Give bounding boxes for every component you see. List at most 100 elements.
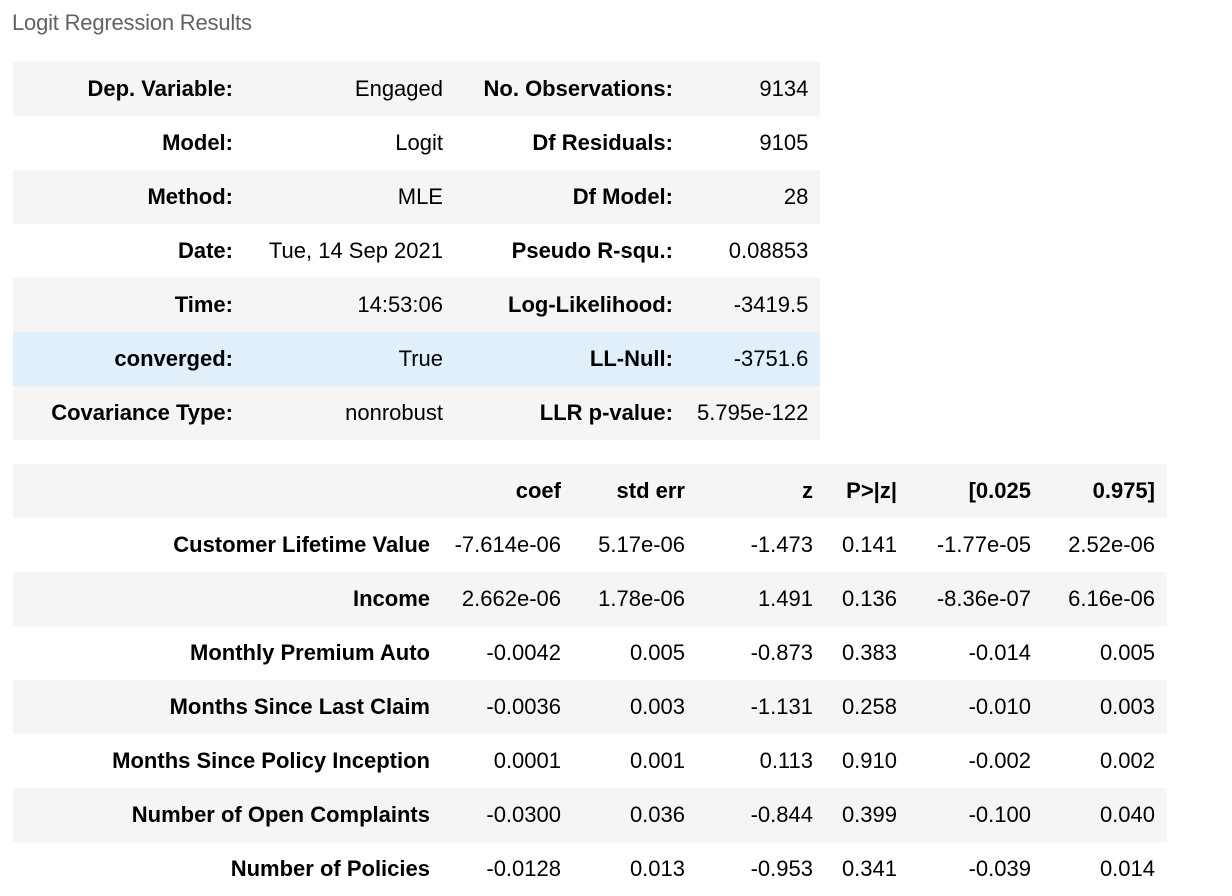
column-header: coef	[515, 478, 561, 503]
table-cell: -0.010	[968, 694, 1031, 719]
table-row-highlighted: converged: True LL-Null: -3751.6	[13, 332, 821, 386]
column-header: P>|z|	[846, 478, 897, 503]
summary-label: Df Model:	[572, 184, 673, 209]
table-cell: 0.005	[629, 640, 685, 665]
summary-label: Dep. Variable:	[87, 76, 233, 101]
summary-label: Pseudo R-squ.:	[511, 238, 673, 263]
table-cell: 0.003	[1099, 694, 1155, 719]
table-cell: 0.014	[1099, 856, 1155, 881]
table-cell: -0.0036	[486, 694, 561, 719]
table-cell: 0.910	[841, 748, 897, 773]
summary-value: 28	[783, 184, 809, 209]
table-cell: 0.036	[629, 802, 685, 827]
table-row: Method: MLE Df Model: 28	[13, 170, 821, 224]
table-cell: -1.473	[750, 532, 813, 557]
row-label: Months Since Policy Inception	[112, 748, 430, 773]
row-label: Monthly Premium Auto	[190, 640, 430, 665]
summary-label: Covariance Type:	[51, 400, 233, 425]
table-cell: -7.614e-06	[454, 532, 561, 557]
coefficient-table: coef std err z P>|z| [0.025 0.975] Custo…	[13, 464, 1167, 896]
table-cell: -0.953	[750, 856, 813, 881]
summary-label: Log-Likelihood:	[508, 292, 673, 317]
table-cell: 1.491	[757, 586, 813, 611]
summary-label: converged:	[114, 346, 233, 371]
column-header: std err	[616, 478, 685, 503]
table-row: Customer Lifetime Value -7.614e-06 5.17e…	[13, 518, 1167, 572]
table-cell: -1.77e-05	[936, 532, 1031, 557]
table-cell: 0.258	[841, 694, 897, 719]
summary-label: LL-Null:	[589, 346, 673, 371]
summary-label: Date:	[177, 238, 233, 263]
summary-value: 0.08853	[728, 238, 809, 263]
summary-value: Tue, 14 Sep 2021	[268, 238, 443, 263]
table-row: Months Since Policy Inception 0.0001 0.0…	[13, 734, 1167, 788]
column-header: z	[802, 478, 813, 503]
table-cell: 1.78e-06	[598, 586, 685, 611]
row-label: Income	[352, 586, 430, 611]
summary-label: Method:	[147, 184, 233, 209]
table-cell: 0.040	[1099, 802, 1155, 827]
table-row: Model: Logit Df Residuals: 9105	[13, 116, 820, 170]
column-header: [0.025	[968, 478, 1031, 503]
table-cell: 0.399	[841, 802, 897, 827]
table-cell: 0.136	[841, 586, 897, 611]
table-row: Months Since Last Claim -0.0036 0.003 -1…	[13, 680, 1167, 734]
table-cell: 0.001	[629, 748, 685, 773]
table-row: Number of Policies -0.0128 0.013 -0.953 …	[13, 842, 1167, 896]
table-cell: 0.113	[759, 748, 813, 773]
summary-value: Logit	[395, 130, 443, 155]
summary-value: 5.795e-122	[697, 400, 809, 425]
summary-label: LLR p-value:	[539, 400, 673, 425]
table-cell: 2.662e-06	[461, 586, 561, 611]
table-row: Time: 14:53:06 Log-Likelihood: -3419.5	[13, 278, 821, 332]
table-cell: 0.005	[1099, 640, 1155, 665]
summary-value: -3419.5	[733, 292, 809, 317]
summary-label: Model:	[162, 130, 233, 155]
model-summary-table: Dep. Variable: Engaged No. Observations:…	[13, 62, 821, 440]
table-cell: -8.36e-07	[936, 586, 1031, 611]
table-cell: -1.131	[750, 694, 813, 719]
table-row: Date: Tue, 14 Sep 2021 Pseudo R-squ.: 0.…	[13, 224, 820, 278]
column-header: 0.975]	[1092, 478, 1155, 503]
summary-value: -3751.6	[733, 346, 809, 371]
table-cell: -0.0042	[486, 640, 561, 665]
summary-value: Engaged	[354, 76, 443, 101]
summary-label: Time:	[174, 292, 233, 317]
summary-value: 9105	[759, 130, 809, 155]
table-cell: -0.014	[968, 640, 1031, 665]
table-cell: -0.0300	[486, 802, 561, 827]
table-cell: -0.100	[968, 802, 1031, 827]
table-cell: -0.844	[750, 802, 813, 827]
table-caption: Logit Regression Results	[12, 10, 252, 35]
table-cell: 0.013	[629, 856, 685, 881]
table-header-row: coef std err z P>|z| [0.025 0.975]	[13, 464, 1167, 518]
summary-value: 9134	[759, 76, 809, 101]
table-row: Number of Open Complaints -0.0300 0.036 …	[13, 788, 1167, 842]
summary-value: 14:53:06	[357, 292, 443, 317]
summary-value: True	[398, 346, 443, 371]
table-cell: 5.17e-06	[598, 532, 685, 557]
table-row: Dep. Variable: Engaged No. Observations:…	[13, 62, 821, 116]
table-cell: 0.0001	[493, 748, 561, 773]
table-cell: 2.52e-06	[1068, 532, 1155, 557]
row-label: Months Since Last Claim	[169, 694, 430, 719]
row-label: Number of Open Complaints	[131, 802, 430, 827]
table-cell: 0.141	[841, 532, 897, 557]
summary-label: Df Residuals:	[532, 130, 673, 155]
summary-value: nonrobust	[345, 400, 443, 425]
summary-value: MLE	[397, 184, 443, 209]
table-cell: 0.003	[629, 694, 685, 719]
table-cell: 0.341	[841, 856, 897, 881]
table-cell: 0.002	[1099, 748, 1155, 773]
row-label: Number of Policies	[230, 856, 430, 881]
summary-label: No. Observations:	[483, 76, 673, 101]
table-cell: -0.002	[968, 748, 1031, 773]
column-header	[13, 464, 442, 518]
table-cell: 0.383	[841, 640, 897, 665]
table-row: Covariance Type: nonrobust LLR p-value: …	[13, 386, 821, 440]
table-cell: 6.16e-06	[1068, 586, 1155, 611]
table-cell: -0.873	[750, 640, 813, 665]
table-cell: -0.0128	[486, 856, 561, 881]
row-label: Customer Lifetime Value	[173, 532, 430, 557]
table-row: Monthly Premium Auto -0.0042 0.005 -0.87…	[13, 626, 1167, 680]
